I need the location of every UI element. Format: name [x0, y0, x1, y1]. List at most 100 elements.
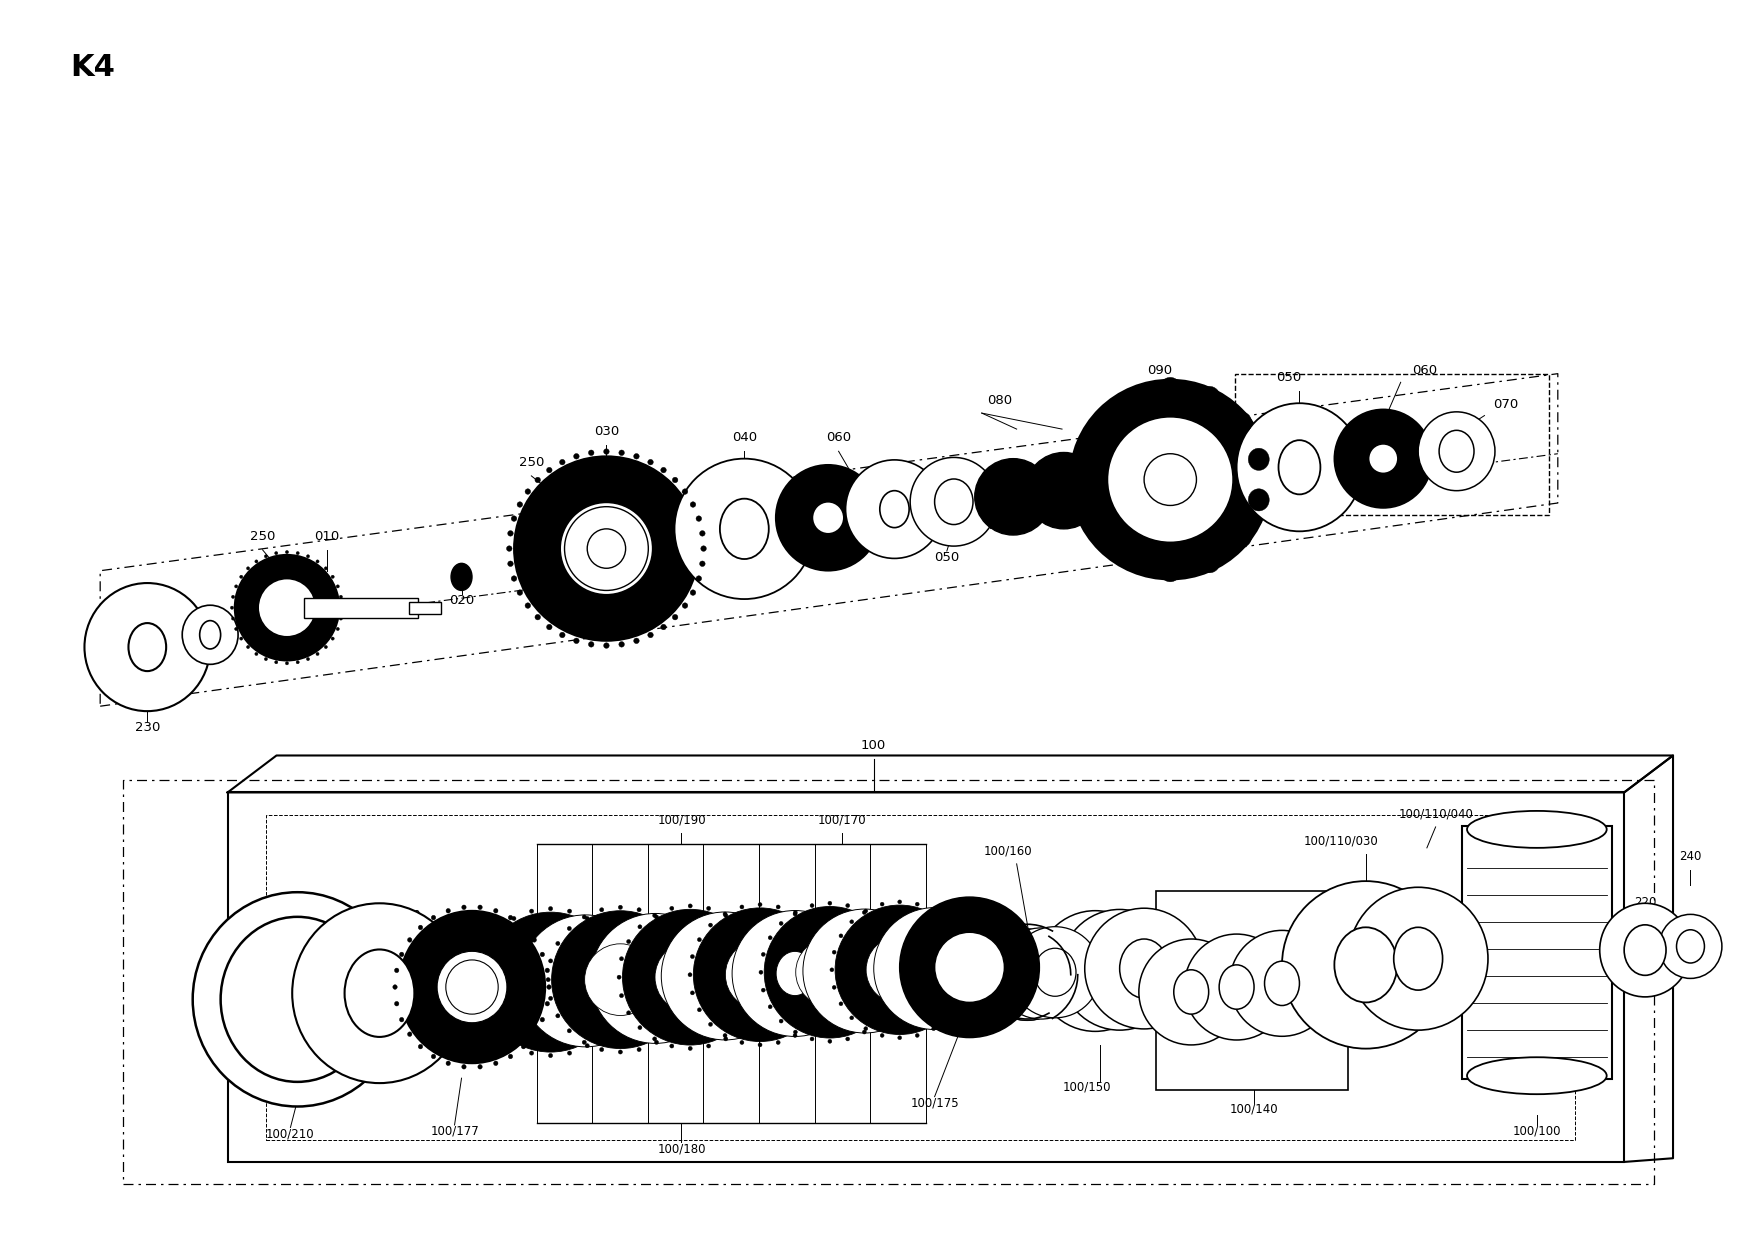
- Ellipse shape: [724, 914, 728, 918]
- Ellipse shape: [1035, 949, 1075, 996]
- Ellipse shape: [517, 502, 523, 507]
- Ellipse shape: [738, 925, 742, 929]
- Ellipse shape: [626, 940, 631, 944]
- Text: 100/110/040: 100/110/040: [1398, 807, 1473, 820]
- Ellipse shape: [512, 1044, 516, 1048]
- Ellipse shape: [793, 911, 796, 916]
- Ellipse shape: [759, 970, 763, 975]
- Ellipse shape: [638, 925, 642, 929]
- Ellipse shape: [509, 1054, 512, 1059]
- Ellipse shape: [619, 450, 624, 455]
- Ellipse shape: [724, 1037, 728, 1040]
- Ellipse shape: [531, 1032, 537, 1037]
- Ellipse shape: [1249, 448, 1270, 470]
- Ellipse shape: [493, 909, 498, 913]
- Ellipse shape: [307, 657, 309, 661]
- Ellipse shape: [540, 1017, 544, 1022]
- Ellipse shape: [661, 467, 667, 472]
- Ellipse shape: [637, 956, 675, 1001]
- Ellipse shape: [1119, 939, 1168, 998]
- Text: 010: 010: [314, 529, 340, 543]
- Ellipse shape: [1219, 965, 1254, 1009]
- Ellipse shape: [826, 991, 830, 994]
- Ellipse shape: [286, 662, 289, 665]
- Ellipse shape: [547, 985, 551, 990]
- FancyBboxPatch shape: [1461, 826, 1612, 1079]
- Ellipse shape: [549, 996, 553, 1001]
- Ellipse shape: [888, 1004, 891, 1009]
- Ellipse shape: [691, 955, 695, 959]
- Ellipse shape: [431, 915, 435, 920]
- Ellipse shape: [956, 934, 961, 937]
- Ellipse shape: [621, 980, 626, 985]
- Ellipse shape: [619, 993, 624, 998]
- Ellipse shape: [586, 916, 589, 920]
- Text: 100: 100: [861, 739, 886, 753]
- Ellipse shape: [761, 952, 765, 956]
- Ellipse shape: [910, 458, 998, 546]
- Ellipse shape: [551, 910, 689, 1049]
- Ellipse shape: [393, 985, 396, 990]
- Ellipse shape: [654, 1040, 658, 1044]
- Ellipse shape: [1200, 387, 1221, 408]
- Ellipse shape: [545, 1002, 549, 1006]
- Ellipse shape: [681, 1014, 686, 1018]
- Ellipse shape: [682, 489, 688, 495]
- Ellipse shape: [612, 944, 616, 947]
- Ellipse shape: [451, 563, 472, 590]
- Text: 100/190: 100/190: [658, 813, 705, 826]
- Ellipse shape: [866, 936, 933, 1003]
- Text: 020: 020: [449, 594, 474, 608]
- Ellipse shape: [619, 957, 624, 961]
- Ellipse shape: [693, 908, 826, 1042]
- Ellipse shape: [1061, 909, 1179, 1030]
- Ellipse shape: [863, 1030, 866, 1034]
- Ellipse shape: [1138, 939, 1244, 1045]
- Ellipse shape: [1084, 908, 1203, 1029]
- Ellipse shape: [877, 1019, 881, 1023]
- Bar: [1235, 373, 1549, 516]
- Ellipse shape: [339, 618, 342, 620]
- Ellipse shape: [828, 1039, 831, 1043]
- Ellipse shape: [931, 909, 935, 913]
- Ellipse shape: [582, 915, 586, 919]
- Ellipse shape: [612, 1017, 616, 1021]
- Text: 250: 250: [519, 456, 544, 469]
- Ellipse shape: [1624, 925, 1666, 976]
- Ellipse shape: [877, 921, 881, 925]
- Text: 080: 080: [988, 394, 1012, 408]
- Ellipse shape: [517, 590, 523, 595]
- Text: 100/110/030: 100/110/030: [1303, 835, 1379, 847]
- Ellipse shape: [779, 921, 782, 925]
- Text: 220: 220: [1635, 895, 1656, 909]
- Ellipse shape: [838, 934, 844, 937]
- Ellipse shape: [240, 637, 242, 640]
- Ellipse shape: [688, 1047, 693, 1050]
- Ellipse shape: [560, 459, 565, 465]
- Text: 100/150: 100/150: [1063, 1080, 1110, 1094]
- Ellipse shape: [731, 910, 858, 1037]
- Ellipse shape: [849, 1016, 854, 1019]
- Text: 060: 060: [1412, 363, 1438, 377]
- Ellipse shape: [1144, 454, 1196, 506]
- Text: 100/200: 100/200: [372, 908, 421, 921]
- Ellipse shape: [417, 925, 423, 930]
- Ellipse shape: [896, 970, 902, 975]
- Ellipse shape: [812, 502, 844, 533]
- Ellipse shape: [1070, 941, 1119, 1001]
- Ellipse shape: [514, 946, 588, 1018]
- Ellipse shape: [672, 477, 677, 482]
- Ellipse shape: [723, 911, 726, 916]
- Ellipse shape: [831, 950, 837, 954]
- Ellipse shape: [675, 459, 814, 599]
- Ellipse shape: [935, 932, 1005, 1002]
- Ellipse shape: [512, 916, 516, 920]
- Ellipse shape: [654, 915, 658, 919]
- Ellipse shape: [254, 652, 258, 656]
- Ellipse shape: [873, 908, 996, 1029]
- Ellipse shape: [324, 567, 328, 570]
- Ellipse shape: [775, 465, 881, 570]
- Ellipse shape: [945, 1016, 949, 1019]
- Ellipse shape: [395, 1002, 398, 1006]
- Ellipse shape: [398, 910, 545, 1064]
